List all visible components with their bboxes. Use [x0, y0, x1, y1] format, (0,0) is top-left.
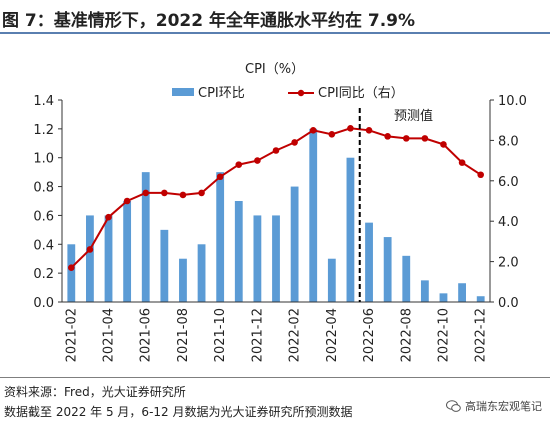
- chart-title: 图 7：基准情形下，2022 年全年通胀水平约在 7.9%: [2, 11, 416, 31]
- y-right-tick-label: 10.0: [498, 94, 527, 109]
- data-note: 数据截至 2022 年 5 月，6-12 月数据为光大证券研究所预测数据: [4, 405, 353, 419]
- y-right-tick-label: 4.0: [498, 215, 519, 230]
- line-series: [68, 124, 484, 271]
- chart-area: 0.0 0.2 0.4 0.6 0.8 1.0 1.2 1.4 0.0 2.0 4.0 6.0 8.0 1…: [0, 36, 550, 376]
- line-point: [347, 124, 354, 132]
- x-tick-label: 2021-02: [64, 308, 79, 362]
- wechat-icon: [446, 399, 461, 412]
- y-left-tick-label: 0.4: [33, 238, 54, 253]
- line-point: [402, 135, 410, 142]
- x-tick-label: 2021-04: [102, 308, 117, 362]
- bar: [253, 215, 262, 302]
- bar: [309, 128, 318, 302]
- y-left-tick-label: 1.2: [33, 123, 54, 138]
- legend: CPI（%） CPI环比 CPI同比（右）: [172, 62, 404, 101]
- y-right-tick-label: 6.0: [498, 175, 519, 190]
- source-note: 资料来源：Fred，光大证券研究所: [4, 385, 186, 399]
- line-point: [272, 147, 280, 154]
- bar: [67, 244, 76, 302]
- bar: [458, 283, 466, 302]
- bar: [346, 157, 355, 302]
- y-right-tick-label: 8.0: [498, 134, 519, 149]
- legend-bar-swatch: [172, 88, 194, 96]
- y-right-tick-label: 0.0: [498, 296, 519, 311]
- bar: [476, 296, 485, 302]
- bar: [439, 293, 448, 302]
- line-point: [365, 127, 373, 134]
- line-point: [68, 264, 75, 271]
- bar: [290, 186, 299, 302]
- bar: [141, 172, 150, 302]
- line-point: [235, 161, 243, 168]
- line-point: [291, 139, 298, 146]
- title-bar: 图 7：基准情形下，2022 年全年通胀水平约在 7.9%: [0, 0, 550, 34]
- bar: [179, 258, 187, 302]
- line-point: [477, 171, 484, 179]
- bar: [365, 222, 373, 302]
- x-tick-label: 2022-06: [362, 308, 377, 362]
- line-point: [105, 213, 112, 221]
- bar: [216, 172, 225, 302]
- y-left-tick-label: 0.0: [33, 296, 54, 311]
- legend-line-marker: [297, 89, 305, 97]
- x-tick-label: 2022-12: [474, 308, 489, 362]
- line-point: [123, 197, 131, 205]
- x-tick-label: 2022-02: [288, 308, 303, 362]
- x-tick-label: 2022-08: [399, 308, 414, 362]
- line-point: [384, 133, 391, 140]
- line-point: [216, 173, 224, 181]
- watermark: 高瑞东宏观笔记: [446, 398, 542, 414]
- x-tick-label: 2021-10: [213, 308, 228, 362]
- line-point: [198, 189, 205, 197]
- axes: 0.0 0.2 0.4 0.6 0.8 1.0 1.2 1.4 0.0 2.0 4.0 6.0 8.0 1…: [33, 94, 527, 362]
- x-tick-label: 2021-06: [139, 308, 154, 362]
- forecast-label: 预测值: [394, 108, 433, 124]
- unit-label: CPI（%）: [245, 62, 304, 77]
- watermark-text: 高瑞东宏观笔记: [465, 400, 542, 413]
- bar: [234, 201, 243, 302]
- y-right-tick-label: 2.0: [498, 256, 519, 271]
- line-point: [86, 246, 94, 253]
- legend-bar-label: CPI环比: [198, 86, 245, 101]
- y-left-tick-label: 1.4: [33, 94, 54, 109]
- bar: [197, 244, 206, 302]
- bar: [160, 229, 169, 302]
- legend-line-label: CPI同比（右）: [318, 86, 404, 101]
- footer-rule: [0, 377, 550, 378]
- bar: [272, 215, 280, 302]
- chart-svg: 0.0 0.2 0.4 0.6 0.8 1.0 1.2 1.4 0.0 2.0 4.0 6.0 8.0 1…: [33, 62, 527, 362]
- x-tick-label: 2022-10: [436, 308, 451, 362]
- x-tick-label: 2021-12: [250, 308, 265, 362]
- bar: [104, 215, 113, 302]
- y-left-tick-label: 0.2: [33, 267, 54, 282]
- line-point: [142, 189, 150, 197]
- bar: [383, 237, 392, 302]
- line-point: [440, 141, 447, 148]
- x-tick-label: 2021-08: [176, 308, 191, 362]
- bar: [402, 255, 411, 302]
- bar-series: [67, 128, 485, 302]
- line-point: [161, 189, 168, 197]
- bar: [420, 280, 429, 302]
- line-point: [254, 157, 261, 164]
- y-left-tick-label: 1.0: [33, 152, 54, 167]
- line-point: [421, 135, 429, 142]
- line-point: [179, 191, 187, 199]
- line-point: [309, 127, 317, 134]
- line-point: [328, 131, 336, 138]
- y-left-tick-label: 0.6: [33, 209, 54, 224]
- bar: [123, 201, 132, 302]
- y-left-tick-label: 0.8: [33, 181, 54, 196]
- x-tick-label: 2022-04: [325, 308, 340, 362]
- line-point: [458, 159, 466, 166]
- bar: [327, 258, 336, 302]
- forecast: 预测值: [358, 108, 433, 302]
- bar: [86, 215, 94, 302]
